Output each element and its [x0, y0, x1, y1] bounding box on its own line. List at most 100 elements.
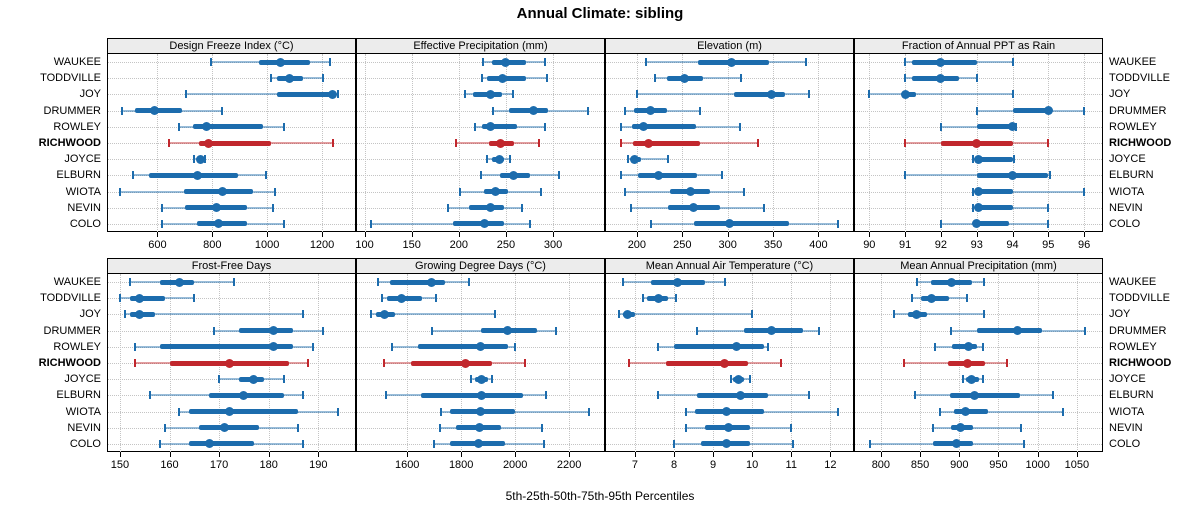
median-dot — [239, 390, 249, 400]
row-label-waukee: WAUKEE — [53, 56, 101, 69]
cap-5th — [486, 155, 489, 164]
axis-tick-label: 94 — [1006, 239, 1019, 251]
cap-5th — [654, 74, 657, 83]
cap-95th — [751, 310, 754, 319]
row-label-richwood: RICHWOOD — [38, 137, 101, 149]
gridline-horizontal — [357, 143, 604, 144]
median-dot — [735, 390, 745, 400]
median-dot — [475, 407, 485, 417]
cap-95th — [1061, 407, 1064, 416]
cap-95th — [1083, 187, 1086, 196]
axis-tick — [752, 452, 754, 457]
cap-5th — [433, 439, 436, 448]
median-dot — [767, 326, 777, 336]
cap-5th — [938, 407, 941, 416]
cap-95th — [586, 106, 589, 115]
gridline-horizontal — [357, 62, 604, 64]
cap-95th — [543, 122, 546, 131]
cap-5th — [158, 439, 161, 448]
cap-95th — [966, 294, 969, 303]
cap-5th — [624, 187, 627, 196]
cap-95th — [514, 342, 517, 351]
cap-95th — [807, 391, 810, 400]
cap-5th — [469, 375, 472, 384]
median-dot — [494, 154, 504, 164]
cap-5th — [161, 203, 164, 212]
cap-5th — [629, 203, 632, 212]
row-label-waukee: WAUKEE — [1109, 56, 1157, 69]
cap-5th — [384, 391, 387, 400]
median-dot — [508, 170, 518, 180]
range-25-75 — [976, 205, 1013, 211]
range-25-75 — [976, 156, 1013, 162]
cap-95th — [1052, 391, 1055, 400]
cap-95th — [302, 391, 305, 400]
gridline-horizontal — [357, 110, 604, 112]
gridline-horizontal — [357, 78, 604, 80]
gridline-horizontal — [606, 159, 853, 161]
cap-5th — [128, 278, 131, 287]
median-dot — [629, 154, 639, 164]
cap-5th — [684, 407, 687, 416]
cap-95th — [807, 90, 810, 99]
cap-5th — [370, 219, 373, 228]
gridline-horizontal — [108, 314, 355, 316]
median-dot — [427, 277, 436, 287]
range-5-95 — [939, 410, 1063, 413]
cap-5th — [482, 58, 485, 67]
median-dot — [276, 57, 286, 67]
cap-5th — [383, 359, 386, 367]
range-5-95 — [627, 158, 668, 161]
cap-5th — [650, 219, 653, 228]
cap-5th — [624, 106, 627, 115]
range-5-95 — [186, 93, 338, 96]
row-label-richwood: RICHWOOD — [1109, 137, 1172, 149]
axis-tick-label: 2200 — [556, 459, 582, 471]
row-label-rowley: ROWLEY — [53, 340, 101, 353]
axis-tick-label: 1800 — [448, 459, 474, 471]
median-dot — [1008, 122, 1017, 132]
range-25-75 — [973, 221, 1009, 227]
cap-95th — [739, 122, 742, 131]
row-label-richwood: RICHWOOD — [1109, 357, 1172, 369]
median-dot — [174, 277, 184, 287]
axis-tick — [959, 452, 961, 457]
median-dot — [202, 122, 212, 132]
cap-95th — [493, 310, 496, 319]
panel-strip-elevation-m: Elevation (m) — [605, 38, 854, 54]
cap-5th — [939, 122, 942, 131]
panel-strip-fraction-of-annual-ppt-as-rain: Fraction of Annual PPT as Rain — [854, 38, 1103, 54]
range-5-95 — [440, 410, 590, 413]
axis-tick-label: 150 — [110, 459, 130, 471]
range-5-95 — [894, 313, 984, 316]
gridline-horizontal — [108, 159, 355, 161]
gridline-horizontal — [855, 298, 1102, 300]
panel-strip-effective-precipitation-mm: Effective Precipitation (mm) — [356, 38, 605, 54]
cap-5th — [933, 342, 936, 351]
axis-tick — [773, 232, 775, 237]
range-25-75 — [953, 409, 989, 415]
cap-95th — [557, 171, 560, 180]
cap-5th — [644, 58, 647, 67]
axis-tick — [461, 452, 463, 457]
cap-5th — [904, 171, 907, 180]
row-label-joy: JOY — [79, 308, 101, 321]
cap-95th — [434, 294, 437, 303]
cap-95th — [523, 359, 526, 367]
cap-5th — [491, 106, 494, 115]
cap-95th — [749, 375, 752, 384]
range-25-75 — [453, 221, 505, 227]
cap-5th — [167, 139, 170, 147]
gridline-horizontal — [606, 207, 853, 209]
cap-95th — [541, 423, 544, 432]
cap-5th — [904, 58, 907, 67]
axis-tick-label: 170 — [209, 459, 229, 471]
range-25-75 — [238, 328, 294, 334]
cap-5th — [118, 187, 121, 196]
cap-95th — [721, 171, 724, 180]
axis-tick-label: 100 — [355, 239, 374, 251]
median-dot — [476, 390, 486, 400]
cap-95th — [307, 359, 310, 367]
cap-95th — [1020, 423, 1023, 432]
range-25-75 — [198, 140, 271, 146]
